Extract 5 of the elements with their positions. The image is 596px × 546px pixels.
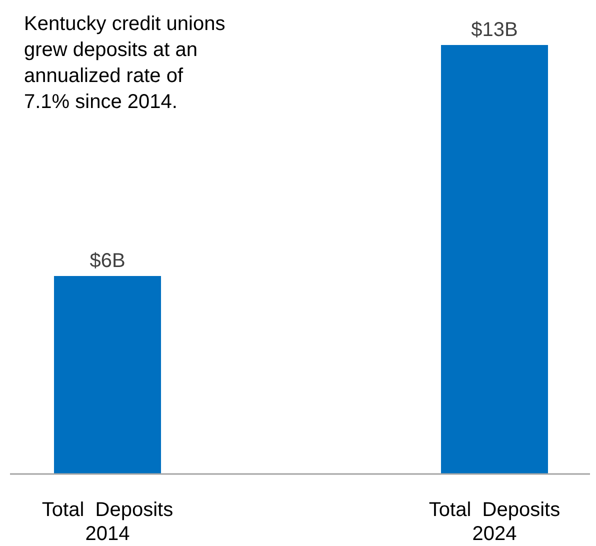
data-label: $6B (90, 250, 126, 272)
data-label: $13B (471, 19, 518, 41)
x-tick-label: Total Deposits 2024 (428, 499, 560, 545)
x-tick-label: Total Deposits 2014 (42, 499, 174, 545)
annotation: Kentucky credit unions grew deposits at an annualized rate of 7.1% since 2014. (24, 13, 226, 113)
